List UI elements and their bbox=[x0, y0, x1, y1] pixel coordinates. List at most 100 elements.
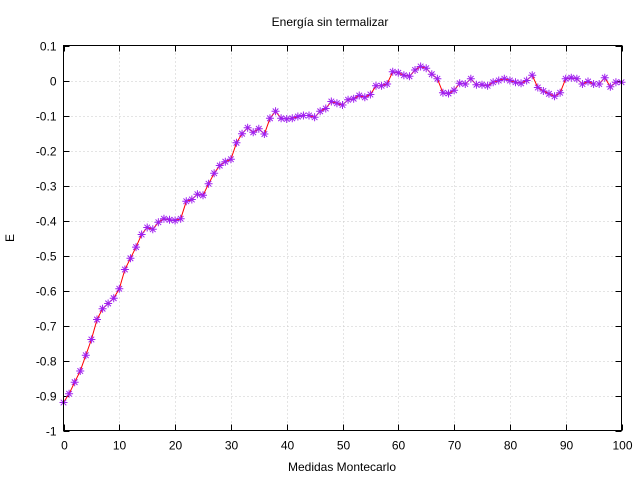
x-tick-label: 0 bbox=[61, 439, 68, 453]
data-point bbox=[360, 93, 369, 102]
data-point bbox=[600, 73, 609, 82]
data-point bbox=[92, 315, 101, 324]
data-point bbox=[578, 80, 587, 88]
data-point bbox=[461, 80, 470, 88]
data-point bbox=[561, 74, 570, 83]
data-point bbox=[611, 78, 620, 87]
data-point bbox=[589, 80, 598, 88]
data-point bbox=[411, 66, 420, 74]
data-point bbox=[199, 191, 207, 200]
data-point bbox=[104, 299, 113, 308]
data-point bbox=[556, 88, 565, 97]
y-tick-label: -0.1 bbox=[36, 110, 57, 124]
data-point bbox=[383, 80, 392, 88]
data-point bbox=[87, 335, 96, 344]
data-point bbox=[310, 113, 319, 122]
data-point bbox=[137, 230, 146, 239]
data-point bbox=[517, 79, 526, 88]
y-tick-label: -1 bbox=[46, 425, 57, 439]
tick-labels: 0 10 20 30 40 50 60 70 80 90 100 0.1 0 -0.1 -0.2 -0.3 -0… bbox=[36, 40, 633, 453]
data-point bbox=[455, 79, 464, 88]
data-point bbox=[316, 107, 325, 116]
data-point bbox=[76, 367, 85, 375]
data-point bbox=[226, 155, 235, 164]
data-point bbox=[159, 214, 168, 223]
y-tick-label: -0.5 bbox=[36, 250, 57, 264]
grid-lines bbox=[63, 45, 622, 431]
data-point bbox=[165, 215, 174, 224]
series-energy bbox=[59, 62, 626, 407]
data-point bbox=[271, 107, 280, 116]
data-point bbox=[65, 389, 74, 398]
data-point bbox=[81, 351, 90, 360]
data-point bbox=[193, 190, 202, 199]
data-point bbox=[472, 80, 481, 89]
data-point bbox=[405, 72, 414, 81]
x-tick-label: 40 bbox=[281, 439, 295, 453]
x-tick-label: 70 bbox=[448, 439, 462, 453]
data-point bbox=[305, 111, 314, 120]
data-point bbox=[394, 68, 403, 77]
y-tick-label: 0 bbox=[50, 75, 57, 89]
data-point bbox=[126, 254, 135, 263]
data-point bbox=[148, 225, 157, 234]
data-point bbox=[450, 86, 459, 95]
data-point bbox=[427, 70, 436, 79]
y-tick-label: 0.1 bbox=[40, 40, 57, 54]
x-tick-label: 90 bbox=[560, 439, 574, 453]
axis-ticks bbox=[63, 45, 623, 432]
x-tick-label: 100 bbox=[612, 439, 632, 453]
y-axis-label: E bbox=[3, 234, 17, 242]
data-point bbox=[567, 73, 576, 82]
data-point bbox=[221, 157, 230, 166]
data-point bbox=[572, 74, 581, 83]
data-point bbox=[544, 89, 553, 98]
data-point bbox=[70, 378, 79, 387]
data-point bbox=[606, 82, 615, 91]
x-tick-label: 20 bbox=[169, 439, 183, 453]
y-tick-label: -0.8 bbox=[36, 355, 57, 369]
chart-title: Energía sin termalizar bbox=[272, 15, 389, 29]
x-tick-label: 60 bbox=[392, 439, 406, 453]
data-point bbox=[483, 81, 492, 90]
data-point bbox=[321, 104, 330, 113]
x-tick-label: 50 bbox=[337, 439, 351, 453]
data-point bbox=[422, 64, 431, 73]
y-tick-label: -0.6 bbox=[36, 285, 57, 299]
data-point bbox=[584, 77, 593, 86]
data-point bbox=[98, 304, 107, 313]
data-point bbox=[109, 294, 118, 303]
data-point bbox=[550, 92, 559, 101]
data-point bbox=[338, 101, 347, 109]
data-point bbox=[332, 99, 341, 108]
data-point bbox=[132, 243, 141, 252]
data-point bbox=[344, 95, 353, 104]
data-point bbox=[438, 88, 447, 97]
plot-frame bbox=[63, 45, 622, 431]
data-point bbox=[182, 197, 191, 206]
x-tick-label: 30 bbox=[225, 439, 239, 453]
data-point bbox=[260, 130, 269, 139]
data-point bbox=[277, 114, 286, 123]
y-tick-label: -0.7 bbox=[36, 320, 57, 334]
data-point bbox=[265, 114, 274, 123]
data-point bbox=[327, 97, 336, 106]
data-point bbox=[478, 80, 486, 89]
data-point bbox=[355, 91, 364, 100]
data-point bbox=[366, 90, 375, 99]
x-tick-label: 10 bbox=[113, 439, 127, 453]
x-tick-label: 80 bbox=[504, 439, 518, 453]
y-tick-label: -0.9 bbox=[36, 390, 57, 404]
data-point bbox=[232, 138, 241, 147]
data-point bbox=[288, 114, 297, 123]
data-point bbox=[215, 161, 224, 170]
y-tick-label: -0.4 bbox=[36, 215, 57, 229]
data-point bbox=[466, 74, 475, 83]
data-point bbox=[444, 89, 453, 98]
data-point bbox=[528, 71, 537, 80]
data-point bbox=[500, 74, 509, 83]
series-line bbox=[63, 65, 622, 403]
data-point bbox=[494, 76, 503, 85]
data-point bbox=[187, 195, 196, 204]
